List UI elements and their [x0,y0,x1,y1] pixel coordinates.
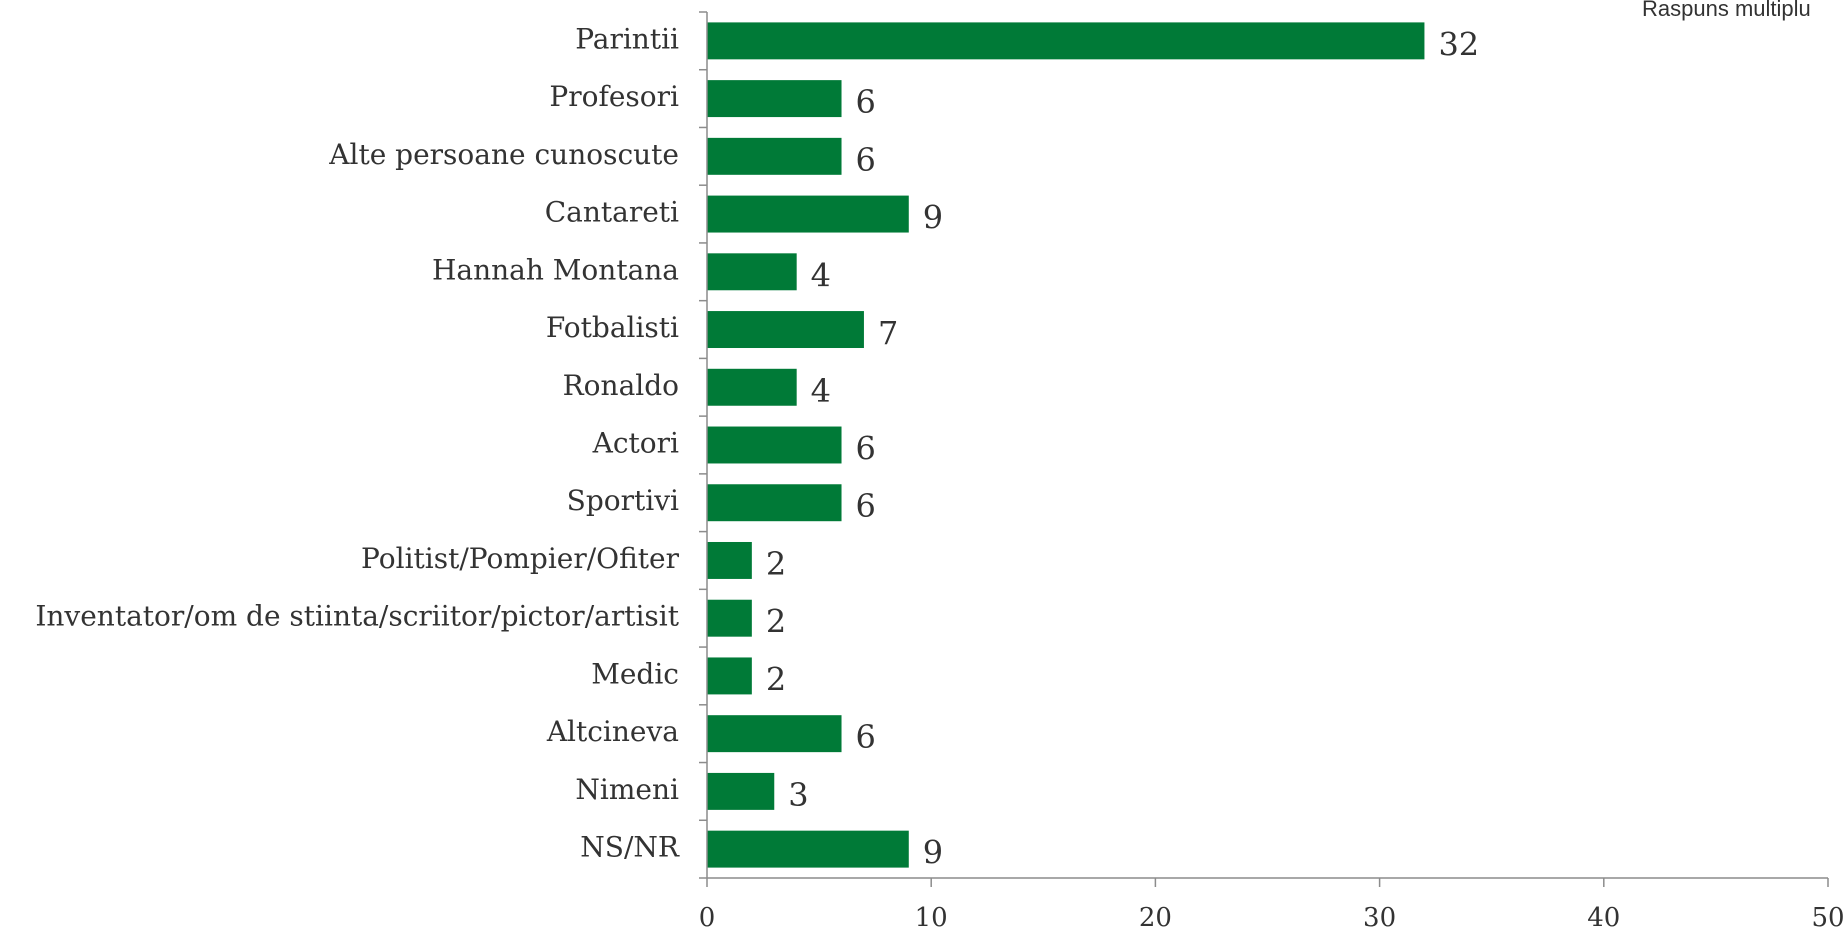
value-label-9: 2 [766,545,786,583]
category-label-0: Parintii [575,22,679,55]
bar-3 [707,195,909,233]
bar-2 [707,137,842,175]
x-tick-label-5: 50 [1811,903,1844,933]
value-label-0: 32 [1438,25,1479,63]
value-label-5: 7 [878,314,898,352]
value-label-13: 3 [788,776,808,814]
value-label-12: 6 [856,718,876,756]
category-label-2: Alte persoane cunoscute [328,138,679,171]
bar-7 [707,426,842,464]
bar-10 [707,599,752,637]
bar-14 [707,830,909,868]
category-label-13: Nimeni [575,773,679,806]
bar-0 [707,22,1425,60]
bar-1 [707,80,842,118]
bar-5 [707,311,864,349]
category-label-7: Actori [592,427,679,460]
value-label-7: 6 [856,430,876,468]
value-label-4: 4 [811,256,831,294]
bar-8 [707,484,842,522]
bar-13 [707,772,775,810]
value-label-11: 2 [766,660,786,698]
category-label-3: Cantareti [545,196,679,229]
category-label-5: Fotbalisti [546,311,679,344]
chart-note: Raspuns multiplu [1642,0,1811,21]
x-tick-label-1: 10 [915,903,948,933]
value-label-2: 6 [856,141,876,179]
x-tick-label-4: 40 [1587,903,1620,933]
bar-11 [707,657,752,695]
category-label-14: NS/NR [580,831,680,864]
category-label-12: Altcineva [546,715,679,748]
value-label-8: 6 [856,487,876,525]
axis-layer: 0 10 20 30 40 50 [699,11,1845,933]
value-label-6: 4 [811,372,831,410]
category-label-8: Sportivi [567,484,679,517]
category-label-9: Politist/Pompier/Ofiter [361,542,680,575]
bar-9 [707,541,752,579]
category-label-10: Inventator/om de stiinta/scriitor/pictor… [35,600,679,633]
category-label-11: Medic [591,657,679,690]
x-tick-label-0: 0 [699,903,716,933]
category-label-4: Hannah Montana [432,253,679,286]
value-label-10: 2 [766,603,786,641]
bar-4 [707,253,797,291]
category-label-6: Ronaldo [563,369,679,402]
value-label-14: 9 [923,834,943,872]
value-label-3: 9 [923,199,943,237]
category-label-1: Profesori [549,80,679,113]
bar-6 [707,368,797,406]
x-tick-label-2: 20 [1139,903,1172,933]
x-tick-label-3: 30 [1363,903,1396,933]
bar-12 [707,715,842,753]
value-label-1: 6 [856,83,876,121]
